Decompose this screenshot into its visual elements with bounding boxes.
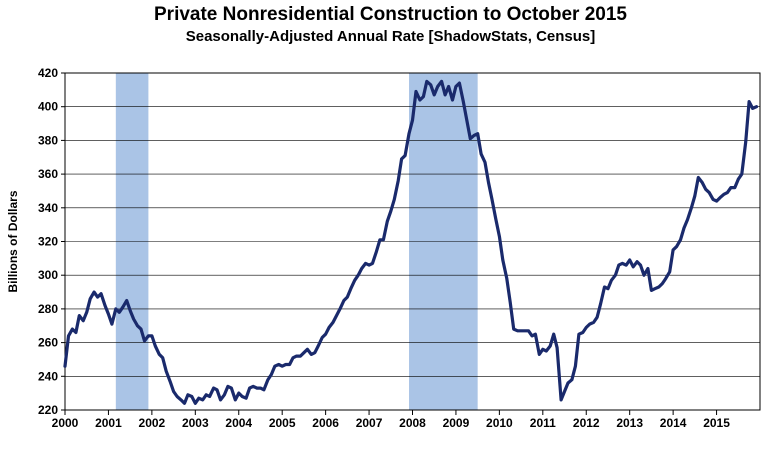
chart-subtitle: Seasonally-Adjusted Annual Rate [ShadowS… bbox=[185, 28, 596, 45]
x-tick-label: 2009 bbox=[443, 416, 470, 430]
x-tick-label: 2014 bbox=[660, 416, 687, 430]
y-tick-label: 320 bbox=[38, 235, 58, 249]
x-tick-label: 2013 bbox=[616, 416, 643, 430]
y-tick-label: 380 bbox=[38, 133, 58, 147]
y-tick-label: 240 bbox=[38, 369, 58, 383]
x-tick-label: 2011 bbox=[530, 416, 556, 430]
y-tick-label: 420 bbox=[38, 66, 58, 80]
plot-frame bbox=[64, 72, 761, 411]
x-tick-label: 2003 bbox=[182, 416, 209, 430]
chart-title: Private Nonresidential Construction to O… bbox=[154, 4, 627, 25]
y-tick-label: 260 bbox=[38, 336, 58, 350]
y-tick-label: 220 bbox=[38, 403, 58, 417]
y-tick-label: 400 bbox=[38, 100, 58, 114]
x-tick-label: 2004 bbox=[225, 416, 252, 430]
x-tick-label: 2008 bbox=[399, 416, 426, 430]
x-tick-label: 2007 bbox=[356, 416, 383, 430]
x-tick-label: 2005 bbox=[269, 416, 296, 430]
x-tick-label: 2001 bbox=[95, 416, 122, 430]
y-tick-label: 280 bbox=[38, 302, 58, 316]
y-axis-label: Billions of Dollars bbox=[6, 190, 20, 292]
y-tick-label: 360 bbox=[38, 167, 58, 181]
x-tick-label: 2000 bbox=[52, 416, 79, 430]
y-tick-label: 300 bbox=[38, 268, 58, 282]
x-tick-label: 2006 bbox=[312, 416, 339, 430]
x-tick-label: 2015 bbox=[703, 416, 730, 430]
series-line-1 bbox=[63, 79, 759, 405]
x-tick-label: 2010 bbox=[486, 416, 513, 430]
y-tick-label: 340 bbox=[38, 201, 58, 215]
x-tick-label: 2002 bbox=[139, 416, 166, 430]
x-tick-label: 2012 bbox=[573, 416, 600, 430]
